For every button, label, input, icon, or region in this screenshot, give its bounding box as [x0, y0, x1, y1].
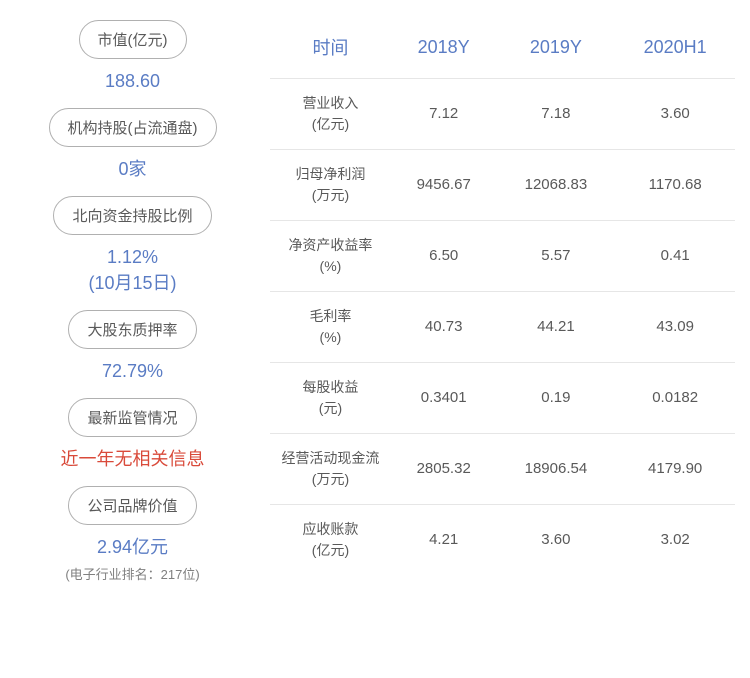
table-cell: 3.02 — [615, 505, 735, 576]
table-cell: 7.12 — [391, 79, 497, 150]
row-label-cell: 归母净利润(万元) — [270, 150, 391, 221]
table-cell: 0.3401 — [391, 363, 497, 434]
metric-sub: (电子行业排名：217位) — [65, 564, 199, 583]
table-cell: 9456.67 — [391, 150, 497, 221]
row-label: 营业收入 — [276, 93, 385, 114]
table-header-cell: 2020H1 — [615, 20, 735, 79]
row-unit: (万元) — [276, 185, 385, 206]
table-cell: 4179.90 — [615, 434, 735, 505]
metric-value: 近一年无相关信息 — [61, 447, 205, 472]
left-metrics-column: 市值(亿元) 188.60 机构持股(占流通盘) 0家北向资金持股比例 1.12%(10… — [15, 20, 260, 658]
row-unit: (万元) — [276, 469, 385, 490]
table-cell: 3.60 — [615, 79, 735, 150]
row-label: 经营活动现金流 — [276, 448, 385, 469]
table-cell: 43.09 — [615, 292, 735, 363]
table-header-cell: 时间 — [270, 20, 391, 79]
table-cell: 7.18 — [496, 79, 615, 150]
table-cell: 2805.32 — [391, 434, 497, 505]
metric-pill: 北向资金持股比例 — [53, 196, 211, 235]
row-unit: (%) — [276, 327, 385, 348]
table-row: 每股收益(元)0.34010.190.0182 — [270, 363, 735, 434]
row-unit: (%) — [276, 256, 385, 277]
table-header-cell: 2018Y — [391, 20, 497, 79]
metric-pill: 最新监管情况 — [68, 398, 196, 437]
row-label-cell: 每股收益(元) — [270, 363, 391, 434]
row-unit: (亿元) — [276, 114, 385, 135]
metric-pill: 机构持股(占流通盘) — [49, 108, 217, 147]
row-label: 每股收益 — [276, 377, 385, 398]
right-table-column: 时间2018Y2019Y2020H1 营业收入(亿元)7.127.183.60归… — [260, 20, 735, 658]
row-label-cell: 营业收入(亿元) — [270, 79, 391, 150]
table-cell: 3.60 — [496, 505, 615, 576]
table-cell: 18906.54 — [496, 434, 615, 505]
table-cell: 4.21 — [391, 505, 497, 576]
table-header-cell: 2019Y — [496, 20, 615, 79]
table-cell: 0.0182 — [615, 363, 735, 434]
table-cell: 5.57 — [496, 221, 615, 292]
table-cell: 6.50 — [391, 221, 497, 292]
financial-table: 时间2018Y2019Y2020H1 营业收入(亿元)7.127.183.60归… — [270, 20, 735, 575]
metric-value: 0家 — [118, 157, 146, 182]
table-row: 净资产收益率(%)6.505.570.41 — [270, 221, 735, 292]
row-label-cell: 净资产收益率(%) — [270, 221, 391, 292]
table-cell: 12068.83 — [496, 150, 615, 221]
table-row: 经营活动现金流(万元)2805.3218906.544179.90 — [270, 434, 735, 505]
metric-value: 72.79% — [102, 359, 163, 384]
table-row: 毛利率(%)40.7344.2143.09 — [270, 292, 735, 363]
table-row: 归母净利润(万元)9456.6712068.831170.68 — [270, 150, 735, 221]
table-cell: 44.21 — [496, 292, 615, 363]
row-unit: (元) — [276, 398, 385, 419]
table-cell: 1170.68 — [615, 150, 735, 221]
row-label-cell: 经营活动现金流(万元) — [270, 434, 391, 505]
row-label: 净资产收益率 — [276, 235, 385, 256]
metric-pill: 市值(亿元) — [79, 20, 187, 59]
metric-pill: 大股东质押率 — [68, 310, 196, 349]
row-label: 归母净利润 — [276, 164, 385, 185]
table-header-row: 时间2018Y2019Y2020H1 — [270, 20, 735, 79]
row-label: 应收账款 — [276, 519, 385, 540]
table-cell: 0.41 — [615, 221, 735, 292]
row-label-cell: 应收账款(亿元) — [270, 505, 391, 576]
metric-value: 2.94亿元 — [97, 535, 168, 560]
metric-value: 188.60 — [105, 69, 160, 94]
row-label-cell: 毛利率(%) — [270, 292, 391, 363]
table-body: 营业收入(亿元)7.127.183.60归母净利润(万元)9456.671206… — [270, 79, 735, 576]
metric-pill: 公司品牌价值 — [68, 486, 196, 525]
row-label: 毛利率 — [276, 306, 385, 327]
table-cell: 0.19 — [496, 363, 615, 434]
row-unit: (亿元) — [276, 540, 385, 561]
table-row: 应收账款(亿元)4.213.603.02 — [270, 505, 735, 576]
table-row: 营业收入(亿元)7.127.183.60 — [270, 79, 735, 150]
table-cell: 40.73 — [391, 292, 497, 363]
metric-value: 1.12%(10月15日) — [88, 245, 176, 295]
